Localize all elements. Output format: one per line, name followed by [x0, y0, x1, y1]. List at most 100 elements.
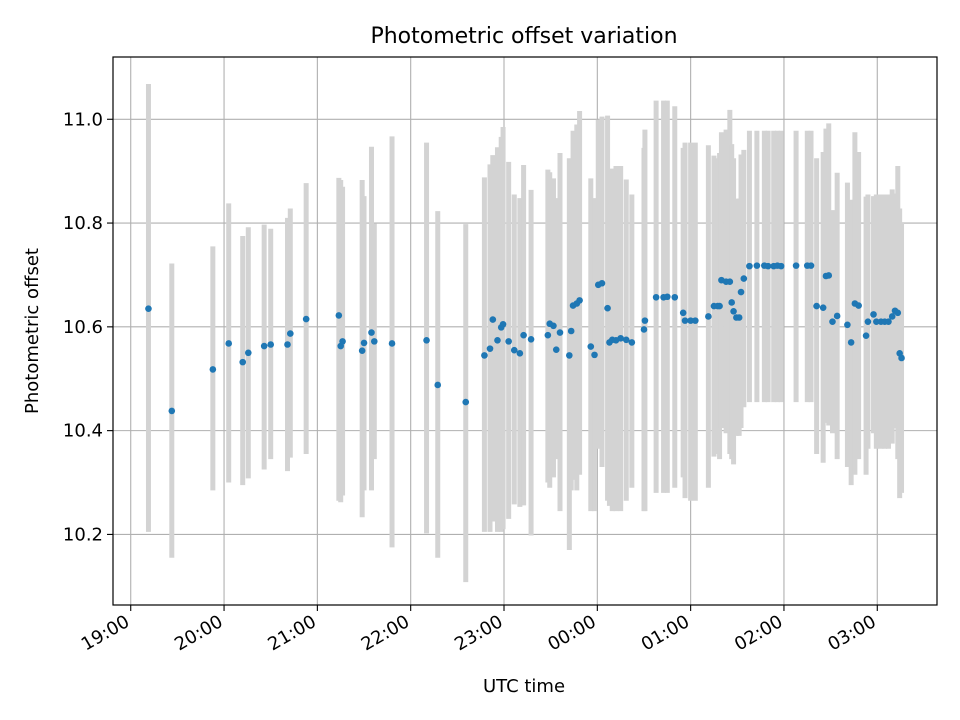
data-point [505, 338, 512, 345]
data-point [617, 334, 624, 342]
data-point [807, 262, 815, 269]
x-axis-label: UTC time [483, 676, 565, 697]
data-point [302, 315, 310, 323]
data-point [358, 347, 366, 355]
data-point [777, 262, 785, 270]
data-point [486, 345, 494, 352]
data-point [847, 339, 855, 346]
data-point [833, 312, 841, 320]
data-point [335, 312, 343, 319]
data-point [687, 317, 694, 324]
data-point [671, 293, 679, 301]
data-point [862, 332, 870, 339]
data-point [855, 302, 862, 309]
data-point [894, 309, 902, 317]
data-point [730, 307, 737, 315]
data-point [604, 304, 611, 312]
data-point [640, 326, 648, 333]
data-point [598, 279, 606, 287]
data-point [792, 262, 800, 269]
data-point [510, 346, 518, 354]
data-point [516, 350, 524, 357]
data-point [168, 407, 176, 415]
data-point [888, 313, 896, 320]
y-tick-label: 10.8 [63, 213, 103, 234]
data-point [489, 316, 497, 323]
data-point [737, 288, 745, 296]
y-tick-label: 11.0 [63, 109, 103, 130]
data-point [423, 337, 430, 344]
data-point [544, 331, 552, 339]
data-point [591, 351, 598, 359]
data-point [360, 339, 368, 347]
data-point [641, 317, 649, 324]
data-point [844, 321, 851, 329]
chart-title: Photometric offset variation [370, 24, 677, 49]
data-point [145, 305, 152, 312]
data-point [260, 342, 268, 350]
data-point [819, 304, 827, 311]
data-point [245, 349, 252, 357]
data-point [550, 322, 557, 330]
y-axis-label: Photometric offset [22, 248, 43, 414]
data-point [287, 330, 294, 337]
data-point [499, 320, 507, 328]
data-point [679, 309, 687, 317]
data-point [628, 339, 636, 346]
data-point [481, 352, 488, 359]
data-point [494, 337, 501, 344]
y-tick-label: 10.4 [63, 421, 103, 442]
y-tick-label: 10.2 [63, 524, 103, 545]
x-tick-label: 03:00 [824, 611, 879, 655]
data-point [692, 317, 699, 324]
plot-frame [112, 56, 938, 606]
data-point [716, 302, 723, 310]
data-point [764, 262, 772, 270]
x-tick-label: 21:00 [264, 611, 319, 655]
x-tick-label: 01:00 [638, 611, 693, 655]
data-point [370, 338, 378, 345]
y-tick-label: 10.6 [63, 317, 103, 338]
data-point [239, 358, 247, 366]
data-point [864, 318, 872, 325]
data-point [567, 327, 575, 335]
data-point [462, 398, 470, 406]
x-tick-label: 00:00 [544, 611, 599, 655]
x-tick-label: 02:00 [731, 611, 786, 655]
data-point [652, 293, 660, 301]
data-point [520, 331, 527, 339]
data-point [267, 341, 275, 348]
data-point [746, 262, 753, 270]
x-tick-label: 20:00 [171, 611, 226, 655]
data-point [664, 293, 671, 301]
data-point [284, 341, 291, 348]
data-point [388, 340, 396, 347]
data-point [368, 329, 375, 336]
x-tick-label: 23:00 [451, 611, 506, 655]
data-point [873, 318, 880, 325]
data-point [576, 297, 583, 304]
x-tick-label: 19:00 [78, 611, 133, 655]
data-point [740, 275, 748, 282]
data-point [753, 262, 761, 269]
data-point [870, 311, 877, 318]
data-point [885, 318, 892, 325]
data-point [813, 302, 820, 310]
data-point [566, 352, 573, 359]
data-point [587, 343, 595, 350]
data-point [681, 317, 689, 324]
data-point [339, 338, 346, 345]
data-points [145, 262, 905, 415]
x-tick-label: 22:00 [358, 611, 413, 655]
data-point [705, 313, 712, 320]
data-point [898, 354, 905, 362]
data-point [735, 314, 743, 321]
data-point [726, 278, 734, 286]
data-point [825, 272, 833, 279]
data-point [556, 329, 564, 336]
data-point [622, 336, 630, 344]
data-point [434, 381, 442, 389]
data-point [829, 318, 836, 325]
data-point [552, 346, 560, 353]
